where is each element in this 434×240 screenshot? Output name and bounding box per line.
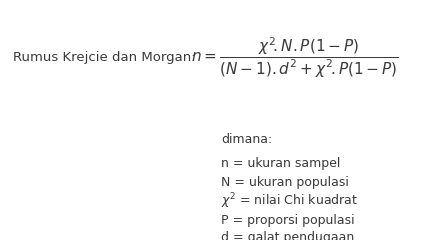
Text: Rumus Krejcie dan Morgan:: Rumus Krejcie dan Morgan: xyxy=(13,51,196,64)
Text: $\chi^2$ = nilai Chi kuadrat: $\chi^2$ = nilai Chi kuadrat xyxy=(221,192,358,211)
Text: n = ukuran sampel: n = ukuran sampel xyxy=(221,157,341,170)
Text: dimana:: dimana: xyxy=(221,133,273,146)
Text: $n = \dfrac{\chi^2\!.N.P(1-P)}{(N-1).d^2 + \chi^2\!.P(1-P)}$: $n = \dfrac{\chi^2\!.N.P(1-P)}{(N-1).d^2… xyxy=(191,36,399,80)
Text: N = ukuran populasi: N = ukuran populasi xyxy=(221,176,349,189)
Text: d = galat pendugaan: d = galat pendugaan xyxy=(221,231,355,240)
Text: P = proporsi populasi: P = proporsi populasi xyxy=(221,214,355,227)
